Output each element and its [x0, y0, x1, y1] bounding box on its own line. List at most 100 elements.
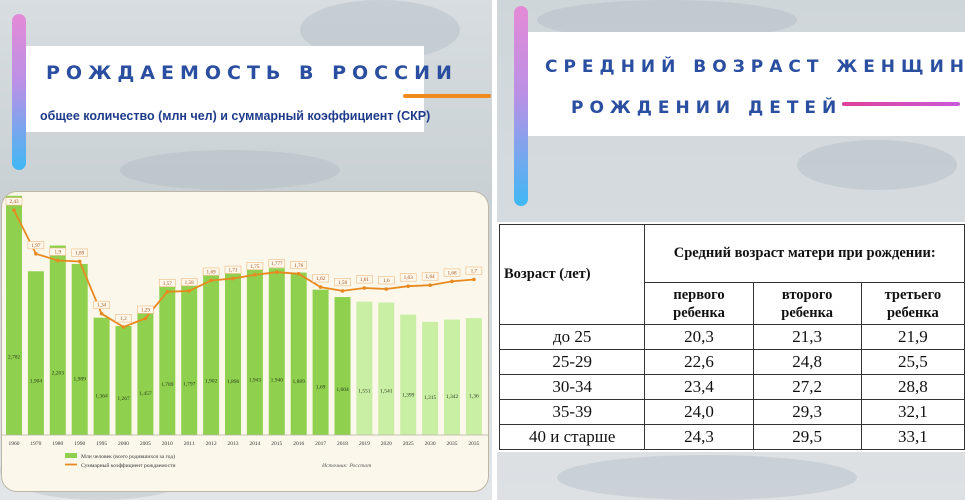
- chart-subtitle: общее количество (млн чел) и суммарный к…: [40, 109, 431, 123]
- tfr-label-box: [465, 266, 483, 275]
- accent-line: [842, 102, 960, 106]
- tfr-value-label: 1,71: [228, 268, 237, 274]
- tfr-label-box: [246, 262, 264, 270]
- table-row: 35-39 24,0 29,3 32,1: [498, 399, 965, 425]
- tfr-label-box: [137, 305, 154, 314]
- bar-value-label: 1,789: [161, 382, 174, 388]
- tfr-label-box: [290, 261, 307, 270]
- tfr-point: [340, 289, 345, 293]
- tfr-label-box: [71, 248, 88, 257]
- column-header: первого ребенка: [644, 282, 754, 325]
- bar: [181, 280, 198, 435]
- tfr-value-label: 1,64: [426, 274, 435, 280]
- tfr-value-label: 1,6: [383, 278, 390, 284]
- tfr-point: [143, 316, 148, 321]
- bar: [49, 245, 66, 435]
- value-cell: 22,6: [644, 349, 754, 375]
- tfr-label-box: [115, 314, 132, 323]
- bar: [203, 271, 220, 435]
- bar-value-label: 1,36: [469, 394, 479, 400]
- x-tick-label: 2030: [425, 441, 436, 447]
- bar-value-label: 1,551: [358, 388, 371, 394]
- tfr-point: [275, 270, 279, 274]
- bar: [378, 302, 395, 435]
- table-row: 25-29 22,6 24,8 25,5: [498, 349, 965, 375]
- value-cell: 20,3: [644, 324, 754, 350]
- x-tick-label: 2005: [140, 441, 151, 447]
- tfr-point: [296, 272, 301, 276]
- tfr-point: [406, 284, 411, 288]
- age-cell: до 25: [498, 324, 646, 350]
- value-cell: 28,8: [860, 374, 965, 400]
- tfr-point: [428, 283, 432, 287]
- tfr-value-label: 1,76: [294, 263, 303, 269]
- bar-value-label: 1,364: [95, 393, 108, 399]
- bar: [137, 309, 154, 435]
- table-title-line1: СРЕДНИЙ ВОЗРАСТ ЖЕНЩИНЫ ПРИ: [545, 57, 965, 77]
- tfr-value-label: 2,43: [9, 199, 18, 205]
- tfr-value-label: 1,62: [316, 276, 325, 282]
- birth-chart: 2,782 1960 1,904 1970 2,203 1980 1,989 1990 1,36…: [2, 195, 488, 469]
- x-tick-label: 1990: [74, 441, 85, 447]
- tfr-label-box: [159, 279, 176, 288]
- x-tick-label: 2014: [249, 441, 260, 447]
- tfr-point: [362, 286, 367, 290]
- x-tick-label: 2015: [271, 441, 282, 447]
- x-tick-label: 2017: [315, 441, 326, 447]
- table-row: 40 и старше 24,3 29,5 33,1: [498, 424, 965, 450]
- tfr-label-box: [421, 272, 439, 281]
- bar: [93, 317, 110, 435]
- tfr-value-label: 1,69: [207, 269, 216, 275]
- tfr-point: [318, 285, 323, 289]
- bar: [334, 297, 351, 435]
- x-tick-label: 2000: [118, 441, 129, 447]
- value-cell: 24,8: [752, 349, 862, 375]
- tfr-value-label: 1,29: [141, 307, 150, 313]
- bar-value-label: 1,940: [271, 378, 284, 384]
- tfr-point: [77, 259, 82, 264]
- column-header: второго ребенка: [752, 282, 862, 325]
- tfr-point: [187, 289, 191, 293]
- tfr-point: [121, 325, 126, 329]
- tfr-label-box: [334, 278, 351, 287]
- legend-swatch-bars: [65, 453, 77, 458]
- tfr-point: [231, 276, 235, 281]
- x-tick-label: 2035: [447, 441, 458, 447]
- bar-value-label: 2,203: [52, 370, 65, 376]
- bar: [422, 321, 439, 435]
- tfr-label-box: [93, 300, 110, 309]
- value-cell: 29,3: [752, 399, 862, 425]
- value-cell: 32,1: [860, 399, 965, 425]
- value-cell: 24,3: [644, 424, 754, 450]
- tfr-point: [165, 290, 170, 294]
- bar-value-label: 1,315: [424, 395, 437, 401]
- chart-frame: 2,782 1960 1,904 1970 2,203 1980 1,989 1990 1,36…: [1, 191, 489, 492]
- x-tick-label: 1960: [9, 441, 20, 447]
- accent-bar: [12, 14, 26, 170]
- bar: [71, 263, 88, 435]
- tfr-value-label: 1,75: [250, 264, 259, 270]
- value-cell: 21,3: [752, 324, 862, 350]
- bar-value-label: 1,797: [183, 382, 196, 388]
- x-tick-label: 2035: [468, 441, 479, 447]
- tfr-value-label: 1,57: [163, 281, 172, 287]
- bar: [444, 319, 460, 435]
- mother-age-table: Возраст (лет) Средний возраст матери при…: [498, 224, 965, 450]
- tfr-point: [450, 279, 454, 284]
- tfr-point: [384, 287, 389, 291]
- tfr-label-box: [312, 274, 329, 283]
- tfr-label-box: [180, 278, 198, 287]
- mother-age-panel: СРЕДНИЙ ВОЗРАСТ ЖЕНЩИНЫ ПРИ РОЖДЕНИИ ДЕТ…: [497, 0, 965, 500]
- bar-value-label: 2,782: [8, 354, 21, 360]
- bar-value-label: 1,902: [205, 379, 218, 385]
- bar: [465, 318, 482, 435]
- accent-line: [403, 94, 491, 98]
- column-header: третьего ребенка: [860, 282, 965, 325]
- x-tick-label: 1995: [96, 441, 107, 447]
- table-row: 30-34 23,4 27,2 28,8: [498, 374, 965, 400]
- bar: [27, 271, 44, 435]
- value-cell: 33,1: [860, 424, 965, 450]
- tfr-value-label: 1,97: [31, 243, 40, 249]
- tfr-value-label: 1,58: [185, 280, 194, 286]
- group-header: Средний возраст матери при рождении:: [644, 224, 965, 283]
